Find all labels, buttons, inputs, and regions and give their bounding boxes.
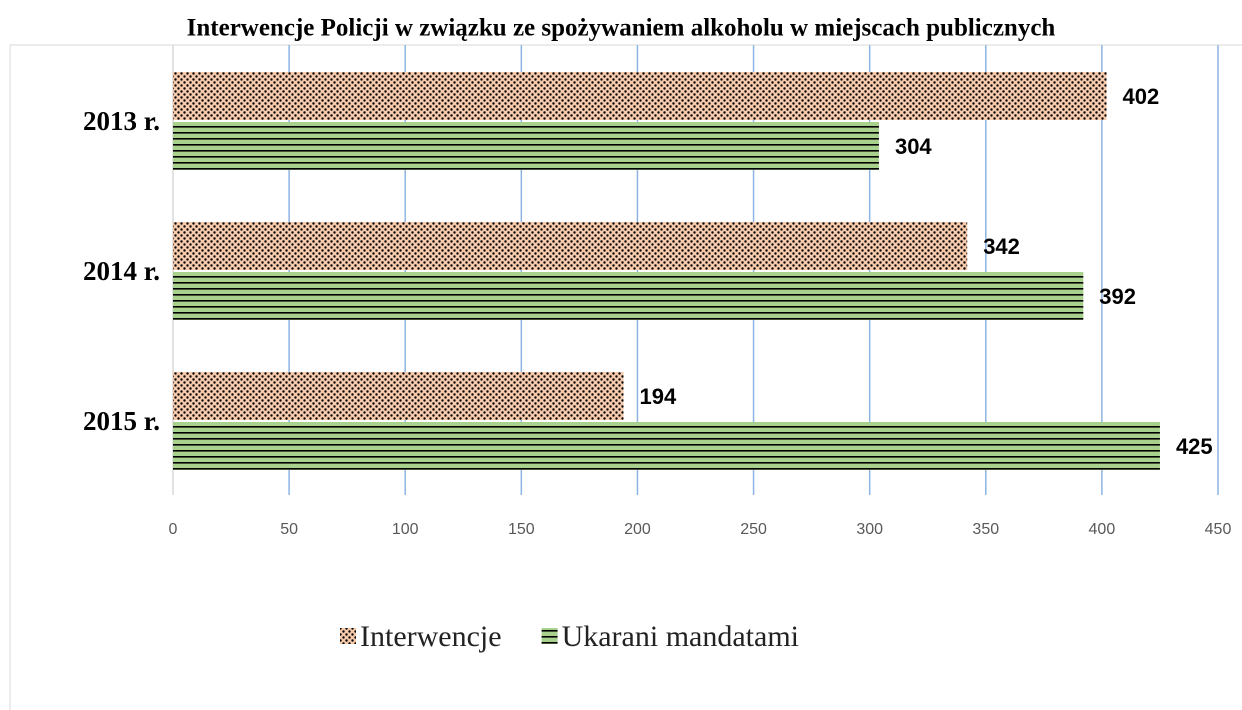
data-label: 425 — [1176, 434, 1213, 459]
x-tick-label: 0 — [169, 521, 178, 538]
x-tick-label: 100 — [392, 521, 419, 538]
y-tick-label: 2015 r. — [83, 406, 160, 436]
x-tick-label: 50 — [280, 521, 298, 538]
chart-border — [9, 44, 1242, 710]
data-label: 194 — [640, 384, 677, 409]
y-tick-label: 2014 r. — [83, 256, 160, 286]
x-tick-label: 450 — [1205, 521, 1232, 538]
x-tick-label: 400 — [1089, 521, 1116, 538]
data-label: 392 — [1099, 284, 1136, 309]
bar — [173, 222, 968, 270]
legend-label: Interwencje — [360, 620, 502, 653]
data-label: 304 — [895, 134, 932, 159]
x-tick-label: 250 — [740, 521, 767, 538]
x-tick-label: 200 — [624, 521, 651, 538]
y-tick-label: 2013 r. — [83, 106, 160, 136]
x-tick-label: 150 — [508, 521, 535, 538]
x-tick-label: 350 — [972, 521, 999, 538]
legend-swatch — [340, 628, 356, 644]
bar — [173, 372, 624, 420]
data-label: 402 — [1123, 84, 1160, 109]
bar — [173, 122, 879, 170]
x-tick-label: 300 — [856, 521, 883, 538]
data-label: 342 — [983, 234, 1020, 259]
bar — [173, 72, 1107, 120]
chart-title: Interwencje Policji w związku ze spożywa… — [187, 15, 1056, 42]
bar — [173, 272, 1084, 320]
legend-swatch — [541, 628, 558, 644]
legend-label: Ukarani mandatami — [562, 620, 799, 653]
bar — [173, 422, 1160, 470]
